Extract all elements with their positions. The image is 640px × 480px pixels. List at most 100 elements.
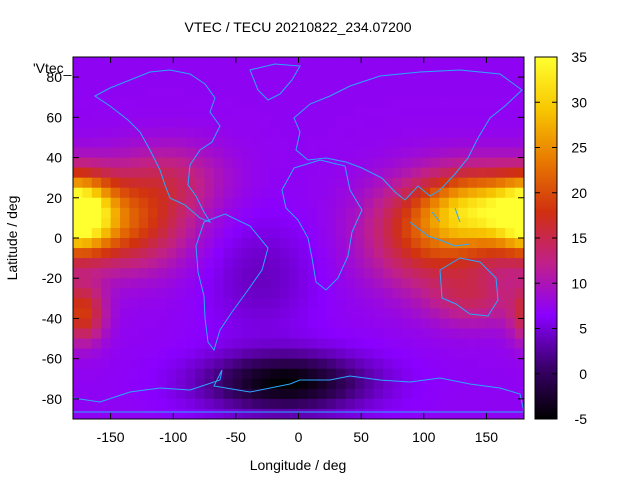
heatmap-cell — [279, 217, 290, 229]
heatmap-cell — [505, 97, 516, 108]
heatmap-cell — [242, 107, 253, 118]
heatmap-cell — [260, 187, 271, 199]
heatmap-cell — [185, 398, 196, 410]
heatmap-cell — [185, 288, 196, 299]
heatmap-cell — [439, 207, 450, 219]
heatmap-cell — [401, 238, 412, 249]
heatmap-cell — [119, 57, 130, 68]
heatmap-cell — [448, 348, 459, 360]
heatmap-cell — [420, 67, 431, 78]
heatmap-cell — [336, 97, 347, 108]
heatmap-cell — [289, 388, 300, 400]
heatmap-cell — [458, 338, 469, 350]
heatmap-cell — [317, 147, 328, 159]
heatmap-cell — [439, 197, 450, 209]
heatmap-cell — [411, 338, 422, 350]
heatmap-cell — [467, 137, 478, 149]
heatmap-cell — [166, 127, 177, 139]
heatmap-cell — [91, 258, 102, 269]
heatmap-cell — [383, 358, 394, 370]
heatmap-cell — [486, 137, 497, 149]
heatmap-cell — [148, 127, 159, 139]
heatmap-cell — [326, 358, 337, 370]
heatmap-cell — [392, 328, 403, 340]
heatmap-cell — [110, 298, 121, 309]
heatmap-cell — [392, 87, 403, 98]
heatmap-cell — [477, 157, 488, 169]
heatmap-cell — [514, 238, 524, 249]
heatmap-cell — [223, 127, 234, 139]
heatmap-cell — [138, 217, 149, 229]
heatmap-cell — [242, 238, 253, 249]
heatmap-cell — [157, 227, 168, 239]
heatmap-cell — [279, 157, 290, 169]
heatmap-cell — [430, 167, 441, 179]
heatmap-cell — [260, 77, 271, 88]
heatmap-cell — [289, 288, 300, 299]
heatmap-cell — [185, 97, 196, 108]
heatmap-cell — [279, 288, 290, 299]
heatmap-cell — [251, 197, 262, 209]
heatmap-cell — [91, 97, 102, 108]
heatmap-cell — [326, 137, 337, 149]
heatmap-cell — [411, 117, 422, 128]
heatmap-cell — [242, 177, 253, 189]
heatmap-cell — [213, 147, 224, 159]
heatmap-cell — [336, 187, 347, 199]
heatmap-cell — [467, 207, 478, 219]
heatmap-cell — [420, 238, 431, 249]
heatmap-cell — [354, 147, 365, 159]
heatmap-cell — [383, 368, 394, 380]
heatmap-cell — [251, 278, 262, 289]
heatmap-cell — [73, 358, 83, 370]
heatmap-cell — [195, 217, 206, 229]
heatmap-cell — [439, 107, 450, 118]
heatmap-cell — [119, 147, 130, 159]
heatmap-cell — [232, 308, 243, 320]
heatmap-cell — [458, 248, 469, 259]
heatmap-cell — [495, 217, 506, 229]
heatmap-cell — [101, 117, 112, 128]
heatmap-cell — [373, 278, 384, 289]
heatmap-cell — [467, 258, 478, 269]
heatmap-cell — [373, 308, 384, 320]
heatmap-cell — [138, 338, 149, 350]
heatmap-cell — [213, 67, 224, 78]
heatmap-cell — [232, 87, 243, 98]
heatmap-cell — [73, 107, 83, 118]
heatmap-cell — [138, 388, 149, 400]
heatmap-cell — [486, 278, 497, 289]
heatmap-cell — [185, 207, 196, 219]
heatmap-cell — [401, 227, 412, 239]
heatmap-cell — [119, 238, 130, 249]
heatmap-cell — [439, 157, 450, 169]
heatmap-cell — [467, 77, 478, 88]
heatmap-cell — [213, 197, 224, 209]
heatmap-cell — [138, 298, 149, 309]
heatmap-cell — [270, 258, 281, 269]
heatmap-cell — [411, 187, 422, 199]
heatmap-cell — [82, 258, 93, 269]
heatmap-cell — [420, 177, 431, 189]
heatmap-cell — [195, 278, 206, 289]
heatmap-cell — [213, 398, 224, 410]
heatmap-cell — [204, 177, 215, 189]
heatmap-cell — [270, 408, 281, 419]
heatmap-cell — [176, 157, 187, 169]
heatmap-cell — [345, 57, 356, 68]
heatmap-cell — [411, 97, 422, 108]
heatmap-cell — [401, 398, 412, 410]
heatmap-cell — [401, 388, 412, 400]
heatmap-cell — [345, 398, 356, 410]
heatmap-cell — [223, 67, 234, 78]
heatmap-cell — [392, 278, 403, 289]
heatmap-cell — [373, 217, 384, 229]
heatmap-cell — [185, 67, 196, 78]
heatmap-cell — [317, 157, 328, 169]
heatmap-cell — [101, 288, 112, 299]
heatmap-cell — [110, 408, 121, 419]
heatmap-cell — [129, 97, 140, 108]
heatmap-cell — [364, 378, 375, 390]
heatmap-cell — [176, 177, 187, 189]
heatmap-cell — [486, 238, 497, 249]
